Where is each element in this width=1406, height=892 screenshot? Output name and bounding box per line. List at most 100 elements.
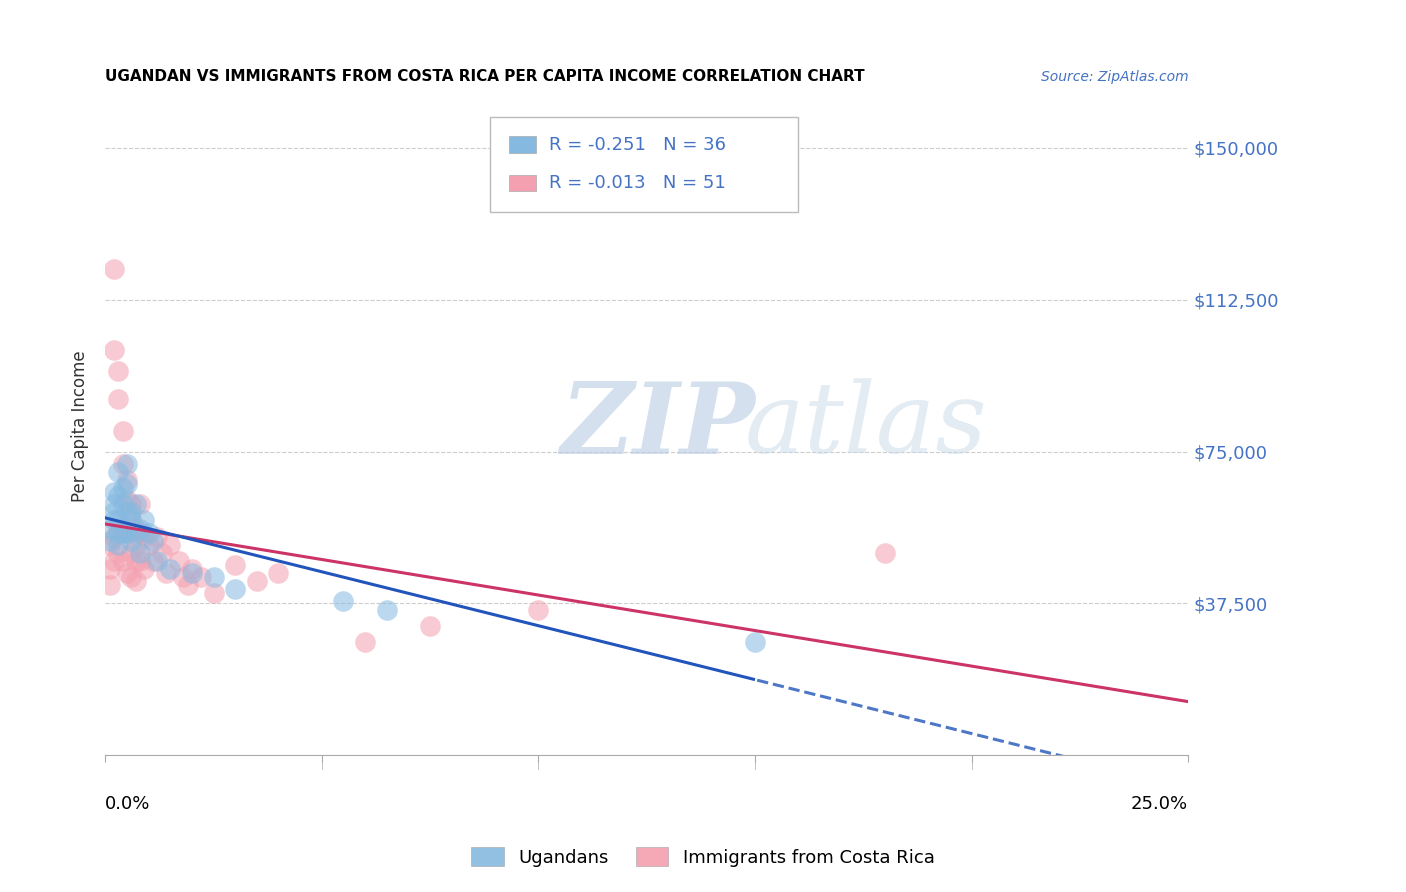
Point	[202, 586, 225, 600]
Point	[128, 546, 150, 560]
Point	[111, 525, 134, 540]
Bar	[489, 117, 799, 212]
Point	[172, 570, 194, 584]
Point	[115, 477, 138, 491]
Point	[107, 489, 129, 503]
Point	[111, 425, 134, 439]
Bar	[509, 175, 536, 191]
Point	[128, 554, 150, 568]
Point	[103, 530, 125, 544]
Point	[146, 554, 169, 568]
Point	[120, 505, 142, 519]
Point	[98, 533, 121, 548]
Point	[134, 562, 156, 576]
Point	[111, 457, 134, 471]
Text: R = -0.251   N = 36: R = -0.251 N = 36	[550, 136, 727, 153]
Point	[107, 546, 129, 560]
Text: atlas: atlas	[744, 378, 987, 474]
Point	[115, 525, 138, 540]
Point	[128, 525, 150, 540]
Point	[159, 562, 181, 576]
Point	[124, 497, 146, 511]
Point	[176, 578, 198, 592]
Point	[107, 525, 129, 540]
Text: 0.0%: 0.0%	[105, 795, 150, 813]
Point	[138, 538, 160, 552]
Point	[107, 465, 129, 479]
Point	[146, 530, 169, 544]
Point	[98, 578, 121, 592]
Text: UGANDAN VS IMMIGRANTS FROM COSTA RICA PER CAPITA INCOME CORRELATION CHART: UGANDAN VS IMMIGRANTS FROM COSTA RICA PE…	[105, 69, 865, 84]
Point	[107, 392, 129, 406]
Point	[115, 457, 138, 471]
Point	[267, 566, 290, 580]
Point	[419, 619, 441, 633]
Point	[98, 538, 121, 552]
Point	[124, 522, 146, 536]
Point	[180, 562, 202, 576]
Point	[115, 473, 138, 487]
Point	[224, 558, 246, 572]
Point	[115, 566, 138, 580]
Point	[98, 562, 121, 576]
Point	[246, 574, 269, 589]
Point	[155, 566, 177, 580]
Point	[120, 513, 142, 527]
Point	[115, 505, 138, 519]
Point	[120, 546, 142, 560]
Bar	[509, 136, 536, 153]
Point	[98, 522, 121, 536]
Point	[375, 602, 398, 616]
Point	[134, 513, 156, 527]
Point	[873, 546, 896, 560]
Text: R = -0.013   N = 51: R = -0.013 N = 51	[550, 174, 725, 192]
Point	[354, 635, 377, 649]
Point	[107, 363, 129, 377]
Point	[124, 525, 146, 540]
Point	[103, 513, 125, 527]
Point	[180, 566, 202, 580]
Point	[103, 554, 125, 568]
Point	[190, 570, 212, 584]
Point	[150, 546, 173, 560]
Point	[103, 262, 125, 277]
Point	[124, 538, 146, 552]
Point	[202, 570, 225, 584]
Legend: Ugandans, Immigrants from Costa Rica: Ugandans, Immigrants from Costa Rica	[464, 840, 942, 874]
Point	[332, 594, 354, 608]
Y-axis label: Per Capita Income: Per Capita Income	[72, 351, 89, 502]
Point	[120, 533, 142, 548]
Point	[120, 513, 142, 527]
Point	[111, 497, 134, 511]
Point	[120, 497, 142, 511]
Point	[142, 554, 165, 568]
Point	[107, 538, 129, 552]
Point	[744, 635, 766, 649]
Point	[124, 574, 146, 589]
Point	[120, 570, 142, 584]
Point	[128, 497, 150, 511]
Point	[115, 493, 138, 508]
Point	[107, 525, 129, 540]
Point	[103, 497, 125, 511]
Text: 25.0%: 25.0%	[1130, 795, 1188, 813]
Point	[103, 505, 125, 519]
Point	[111, 481, 134, 495]
Point	[107, 513, 129, 527]
Point	[124, 554, 146, 568]
Point	[142, 533, 165, 548]
Point	[128, 522, 150, 536]
Text: Source: ZipAtlas.com: Source: ZipAtlas.com	[1040, 70, 1188, 84]
Point	[115, 525, 138, 540]
Point	[138, 525, 160, 540]
Point	[111, 522, 134, 536]
Point	[224, 582, 246, 597]
Point	[111, 554, 134, 568]
Point	[103, 485, 125, 500]
Point	[167, 554, 190, 568]
Point	[527, 602, 550, 616]
Point	[103, 343, 125, 358]
Point	[159, 538, 181, 552]
Text: ZIP: ZIP	[560, 378, 755, 475]
Point	[134, 530, 156, 544]
